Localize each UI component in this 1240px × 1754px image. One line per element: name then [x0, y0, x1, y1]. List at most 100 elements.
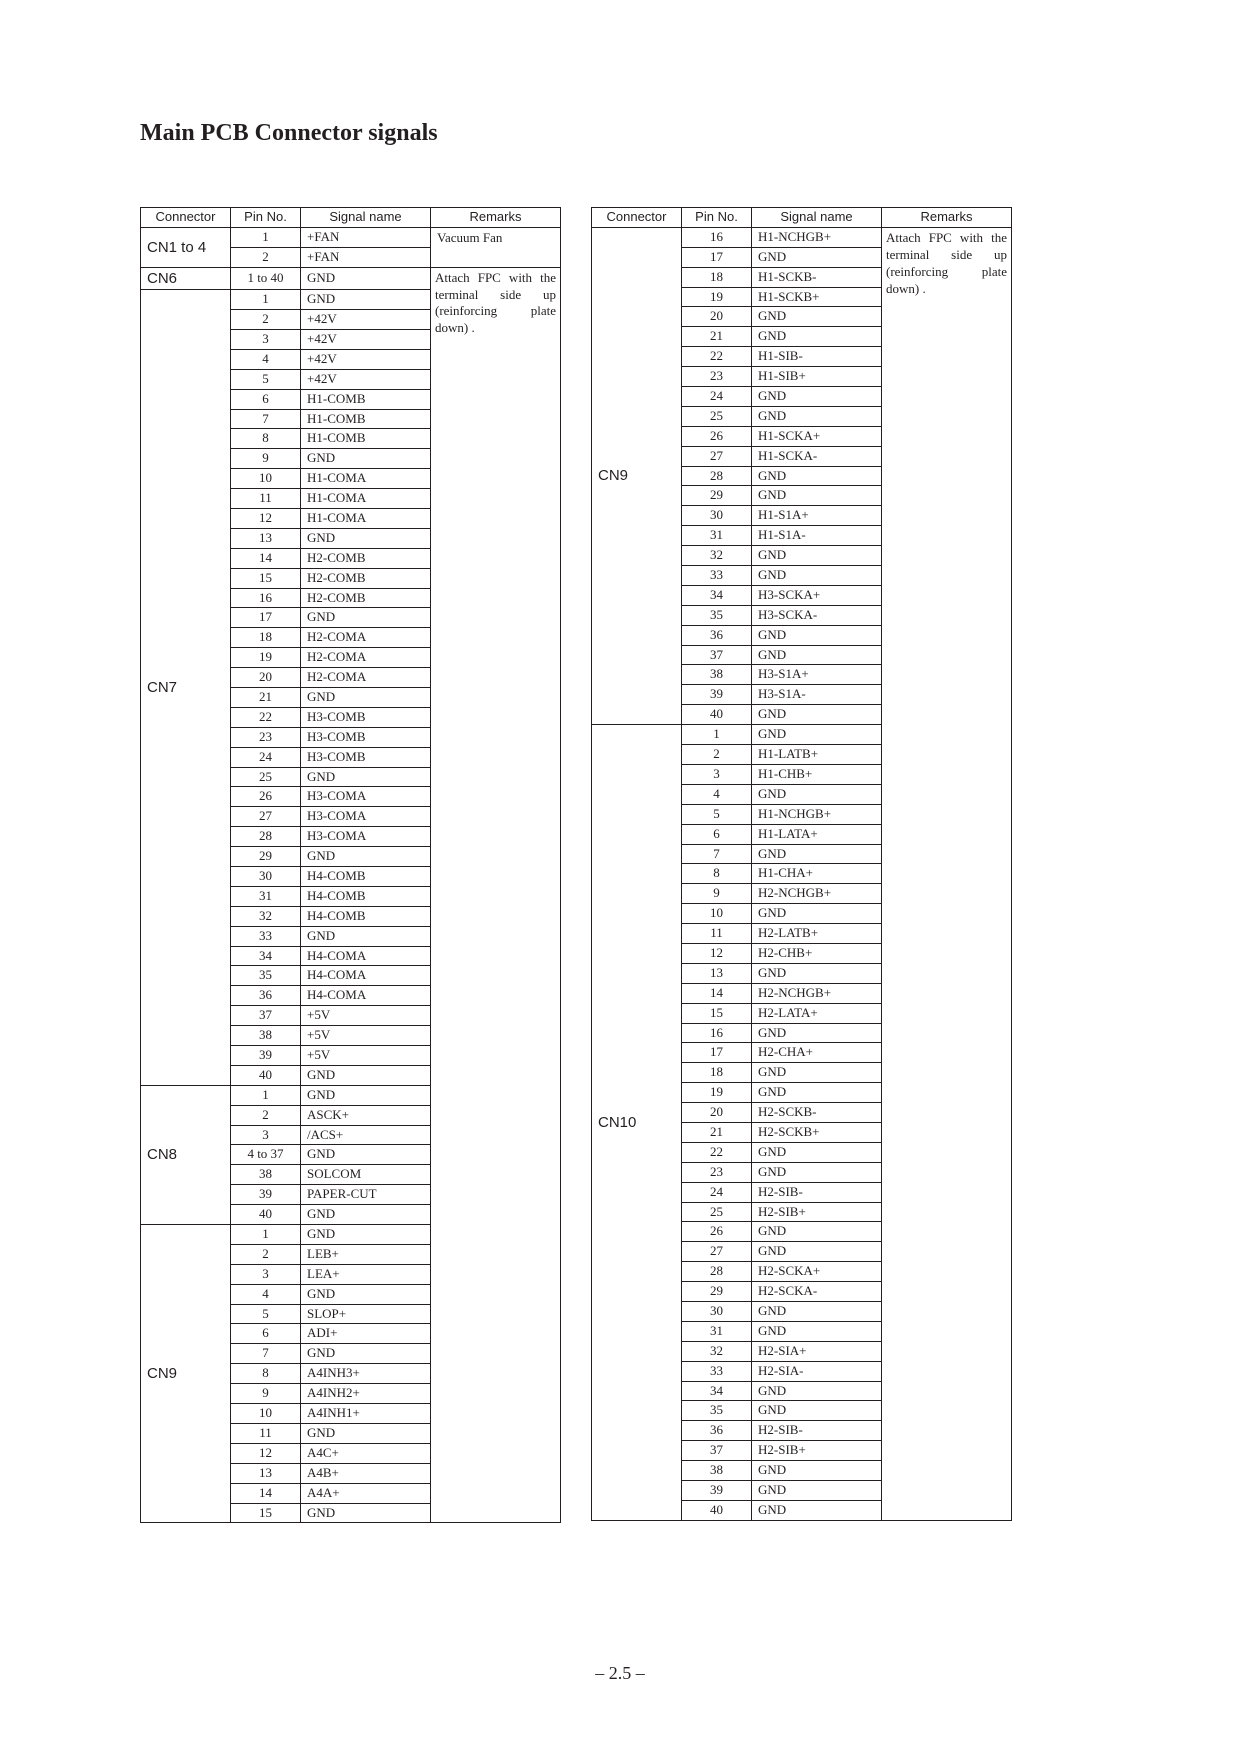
pin-cell: 38: [231, 1026, 301, 1046]
signal-cell: GND: [752, 963, 882, 983]
signal-cell: H2-NCHGB+: [752, 884, 882, 904]
signal-cell: /ACS+: [301, 1125, 431, 1145]
signal-cell: H1-LATA+: [752, 824, 882, 844]
signal-cell: H2-SIB+: [752, 1441, 882, 1461]
signal-cell: GND: [752, 247, 882, 267]
pin-cell: 16: [682, 227, 752, 247]
signal-cell: H1-SCKA-: [752, 446, 882, 466]
pin-cell: 15: [682, 1003, 752, 1023]
pin-cell: 14: [682, 983, 752, 1003]
signal-cell: GND: [301, 528, 431, 548]
pin-cell: 32: [682, 546, 752, 566]
signal-cell: GND: [752, 784, 882, 804]
pin-cell: 20: [231, 668, 301, 688]
pin-cell: 30: [231, 867, 301, 887]
pin-cell: 29: [682, 1282, 752, 1302]
signal-cell: +5V: [301, 1046, 431, 1066]
pin-cell: 15: [231, 1503, 301, 1523]
pin-cell: 23: [682, 367, 752, 387]
pin-cell: 7: [682, 844, 752, 864]
pin-cell: 32: [231, 906, 301, 926]
signal-cell: GND: [752, 1461, 882, 1481]
signal-cell: GND: [301, 687, 431, 707]
pin-cell: 5: [231, 1304, 301, 1324]
pin-cell: 26: [682, 426, 752, 446]
signal-cell: H2-COMB: [301, 548, 431, 568]
signal-cell: H1-COMA: [301, 489, 431, 509]
pin-cell: 31: [231, 886, 301, 906]
connector-cell: CN9: [141, 1225, 231, 1523]
signal-cell: H3-COMA: [301, 787, 431, 807]
pin-cell: 4: [682, 784, 752, 804]
signal-cell: GND: [752, 1301, 882, 1321]
left-column: ConnectorPin No.Signal nameRemarksCN1 to…: [140, 207, 561, 1523]
pin-cell: 21: [231, 687, 301, 707]
signal-cell: GND: [301, 1344, 431, 1364]
header-remarks: Remarks: [431, 208, 561, 228]
pin-cell: 2: [231, 1105, 301, 1125]
pin-cell: 34: [231, 946, 301, 966]
pin-cell: 18: [231, 628, 301, 648]
signal-cell: H3-COMA: [301, 807, 431, 827]
pin-cell: 12: [231, 508, 301, 528]
pin-cell: 21: [682, 327, 752, 347]
pin-cell: 40: [682, 1500, 752, 1520]
pin-cell: 10: [682, 904, 752, 924]
pin-cell: 4: [231, 1284, 301, 1304]
signal-cell: GND: [752, 566, 882, 586]
pin-cell: 37: [682, 1441, 752, 1461]
pin-cell: 30: [682, 506, 752, 526]
signal-cell: H2-NCHGB+: [752, 983, 882, 1003]
pin-cell: 2: [231, 310, 301, 330]
signal-cell: H1-COMA: [301, 469, 431, 489]
pin-cell: 18: [682, 1063, 752, 1083]
signal-cell: GND: [301, 1065, 431, 1085]
right-column: ConnectorPin No.Signal nameRemarksCN916H…: [591, 207, 1012, 1521]
remarks-float-text: Attach FPC with the terminal side up (re…: [435, 270, 556, 338]
signal-cell: SOLCOM: [301, 1165, 431, 1185]
signal-cell: GND: [752, 1083, 882, 1103]
pin-cell: 3: [682, 764, 752, 784]
pin-cell: 26: [682, 1222, 752, 1242]
signal-cell: H1-SCKB+: [752, 287, 882, 307]
pin-cell: 25: [231, 767, 301, 787]
signal-cell: A4INH3+: [301, 1364, 431, 1384]
signal-cell: H2-COMB: [301, 568, 431, 588]
pin-cell: 8: [682, 864, 752, 884]
pin-cell: 36: [682, 1421, 752, 1441]
signal-cell: GND: [301, 926, 431, 946]
pin-cell: 27: [682, 446, 752, 466]
pin-cell: 4 to 37: [231, 1145, 301, 1165]
signal-cell: +FAN: [301, 227, 431, 247]
right-table: ConnectorPin No.Signal nameRemarksCN916H…: [591, 207, 1012, 1521]
pin-cell: 19: [231, 648, 301, 668]
signal-cell: H2-LATB+: [752, 924, 882, 944]
pin-cell: 28: [231, 827, 301, 847]
pin-cell: 37: [682, 645, 752, 665]
signal-cell: H2-SIA-: [752, 1361, 882, 1381]
signal-cell: H4-COMA: [301, 946, 431, 966]
signal-cell: H3-SCKA+: [752, 585, 882, 605]
table-row: CN1 to 41+FANVacuum Fan: [141, 227, 561, 247]
header-signal: Signal name: [752, 208, 882, 228]
signal-cell: H1-CHA+: [752, 864, 882, 884]
pin-cell: 11: [682, 924, 752, 944]
signal-cell: H3-SCKA-: [752, 605, 882, 625]
pin-cell: 38: [682, 1461, 752, 1481]
pin-cell: 27: [231, 807, 301, 827]
signal-cell: H2-SIB-: [752, 1421, 882, 1441]
signal-cell: H1-S1A+: [752, 506, 882, 526]
signal-cell: GND: [752, 625, 882, 645]
pin-cell: 14: [231, 548, 301, 568]
signal-cell: GND: [301, 267, 431, 290]
signal-cell: GND: [752, 307, 882, 327]
pin-cell: 28: [682, 1262, 752, 1282]
pin-cell: 17: [682, 247, 752, 267]
pin-cell: 23: [682, 1162, 752, 1182]
pin-cell: 40: [682, 705, 752, 725]
signal-cell: GND: [301, 1205, 431, 1225]
signal-cell: GND: [301, 290, 431, 310]
remarks-float-text: Attach FPC with the terminal side up (re…: [886, 230, 1007, 298]
signal-cell: H3-S1A-: [752, 685, 882, 705]
signal-cell: GND: [301, 449, 431, 469]
